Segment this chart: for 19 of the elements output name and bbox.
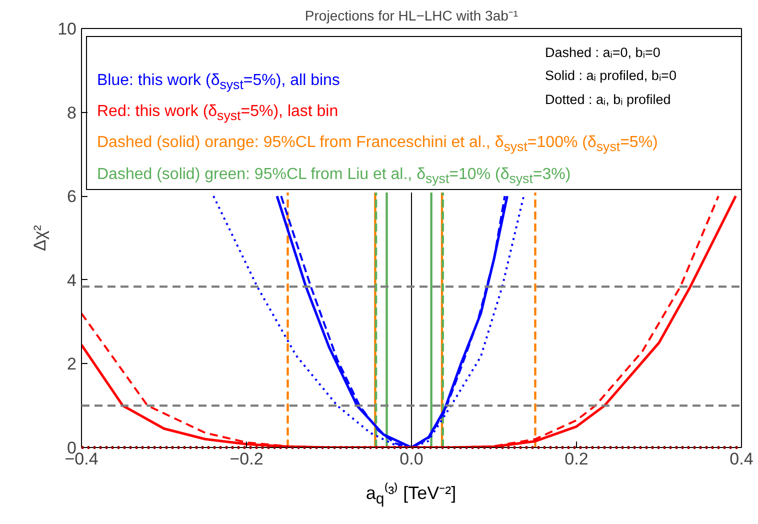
annotation: Red: this work (δ$_{syst}$=5%), last bin bbox=[97, 103, 338, 124]
y-axis-title: Δχ² bbox=[30, 224, 50, 251]
x-tick-label: 0.4 bbox=[730, 450, 754, 468]
annotation: Solid : aᵢ profiled, bᵢ=0 bbox=[545, 67, 676, 86]
y-tick-label: 6 bbox=[67, 187, 77, 206]
annotation: Dashed (solid) orange: 95%CL from Franceschini et al., δ$_{syst}$=100% (δ$_{syst}$=5%) bbox=[97, 133, 658, 157]
annotation: Blue: this work (δ$_{syst}$=5%), all bins bbox=[97, 72, 340, 92]
chart-title: Projections for HL−LHC with 3ab⁻¹ bbox=[304, 8, 518, 24]
annotation: Dashed (solid) green: 95%CL from Liu et al., δ$_{syst}$=10% (δ$_{syst}$=3%) bbox=[97, 164, 572, 188]
y-tick-label: 8 bbox=[67, 103, 77, 122]
y-tick-label: 4 bbox=[67, 270, 77, 290]
annotation: Dotted : aᵢ, bᵢ profiled bbox=[545, 90, 672, 109]
y-tick-label: 10 bbox=[58, 20, 77, 38]
x-tick-label: 0.0 bbox=[400, 450, 424, 468]
x-axis-title: a$_{q}$⁽³⁾ [TeV⁻²] bbox=[364, 482, 458, 510]
y-tick-label: 2 bbox=[67, 354, 77, 374]
annotation: Dashed : aᵢ=0, bᵢ=0 bbox=[545, 44, 662, 62]
x-tick-label: −0.2 bbox=[230, 450, 264, 468]
x-tick-label: 0.2 bbox=[564, 450, 588, 468]
